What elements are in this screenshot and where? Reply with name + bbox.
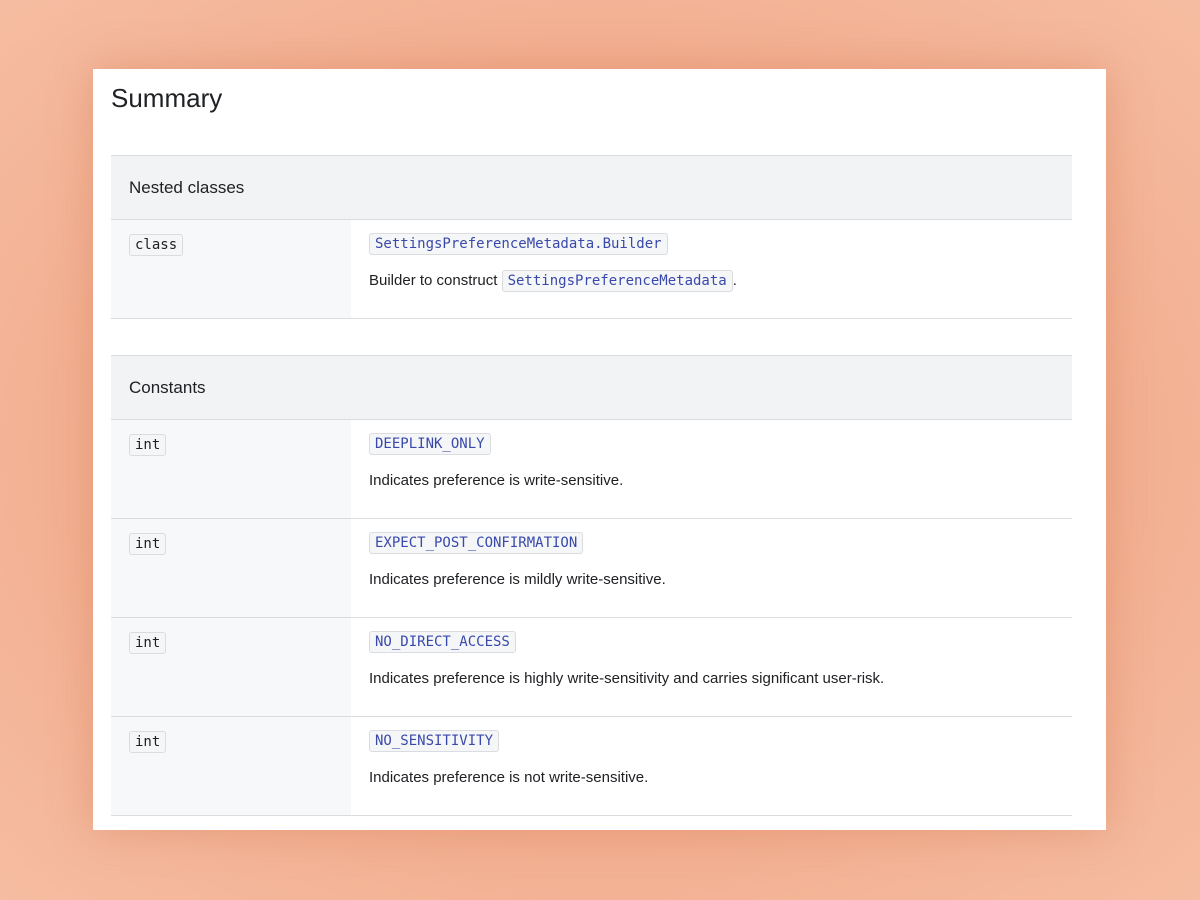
row-description: Indicates preference is not write-sensit…: [369, 769, 649, 786]
table-row: int NO_DIRECT_ACCESS Indicates preference…: [111, 618, 1072, 717]
class-link[interactable]: SettingsPreferenceMetadata: [501, 270, 733, 292]
table-row: int EXPECT_POST_CONFIRMATION Indicates pr…: [111, 519, 1072, 618]
type-label: int: [129, 434, 167, 456]
desc-text: Builder to construct: [369, 272, 502, 289]
constant-link[interactable]: NO_DIRECT_ACCESS: [369, 631, 516, 653]
row-description: Indicates preference is mildly write-sen…: [369, 571, 666, 588]
constant-link[interactable]: EXPECT_POST_CONFIRMATION: [369, 532, 584, 554]
desc-text: .: [732, 272, 737, 289]
type-label: int: [129, 533, 167, 555]
page-title: Summary: [111, 83, 223, 113]
type-label: int: [129, 632, 167, 654]
constant-link[interactable]: NO_SENSITIVITY: [369, 730, 500, 752]
row-description: Indicates preference is highly write-sen…: [369, 670, 885, 687]
nested-classes-table: Nested classes class SettingsPreferenceM…: [111, 155, 1072, 319]
constant-link[interactable]: DEEPLINK_ONLY: [369, 433, 491, 455]
table-header: Nested classes: [111, 155, 1072, 220]
constants-table: Constants int DEEPLINK_ONLY Indicates pre…: [111, 355, 1072, 816]
doc-card: Summary Nested classes class SettingsPre…: [93, 69, 1106, 830]
type-label: class: [129, 234, 184, 256]
row-description: Builder to construct SettingsPreferenceM…: [369, 270, 1072, 292]
table-row: int DEEPLINK_ONLY Indicates preference is…: [111, 420, 1072, 519]
table-header: Constants: [111, 355, 1072, 420]
table-row: int NO_SENSITIVITY Indicates preference i…: [111, 717, 1072, 816]
class-link[interactable]: SettingsPreferenceMetadata.Builder: [369, 233, 668, 255]
type-label: int: [129, 731, 167, 753]
row-description: Indicates preference is write-sensitive.: [369, 472, 624, 489]
table-row: class SettingsPreferenceMetadata.Builder…: [111, 220, 1072, 319]
